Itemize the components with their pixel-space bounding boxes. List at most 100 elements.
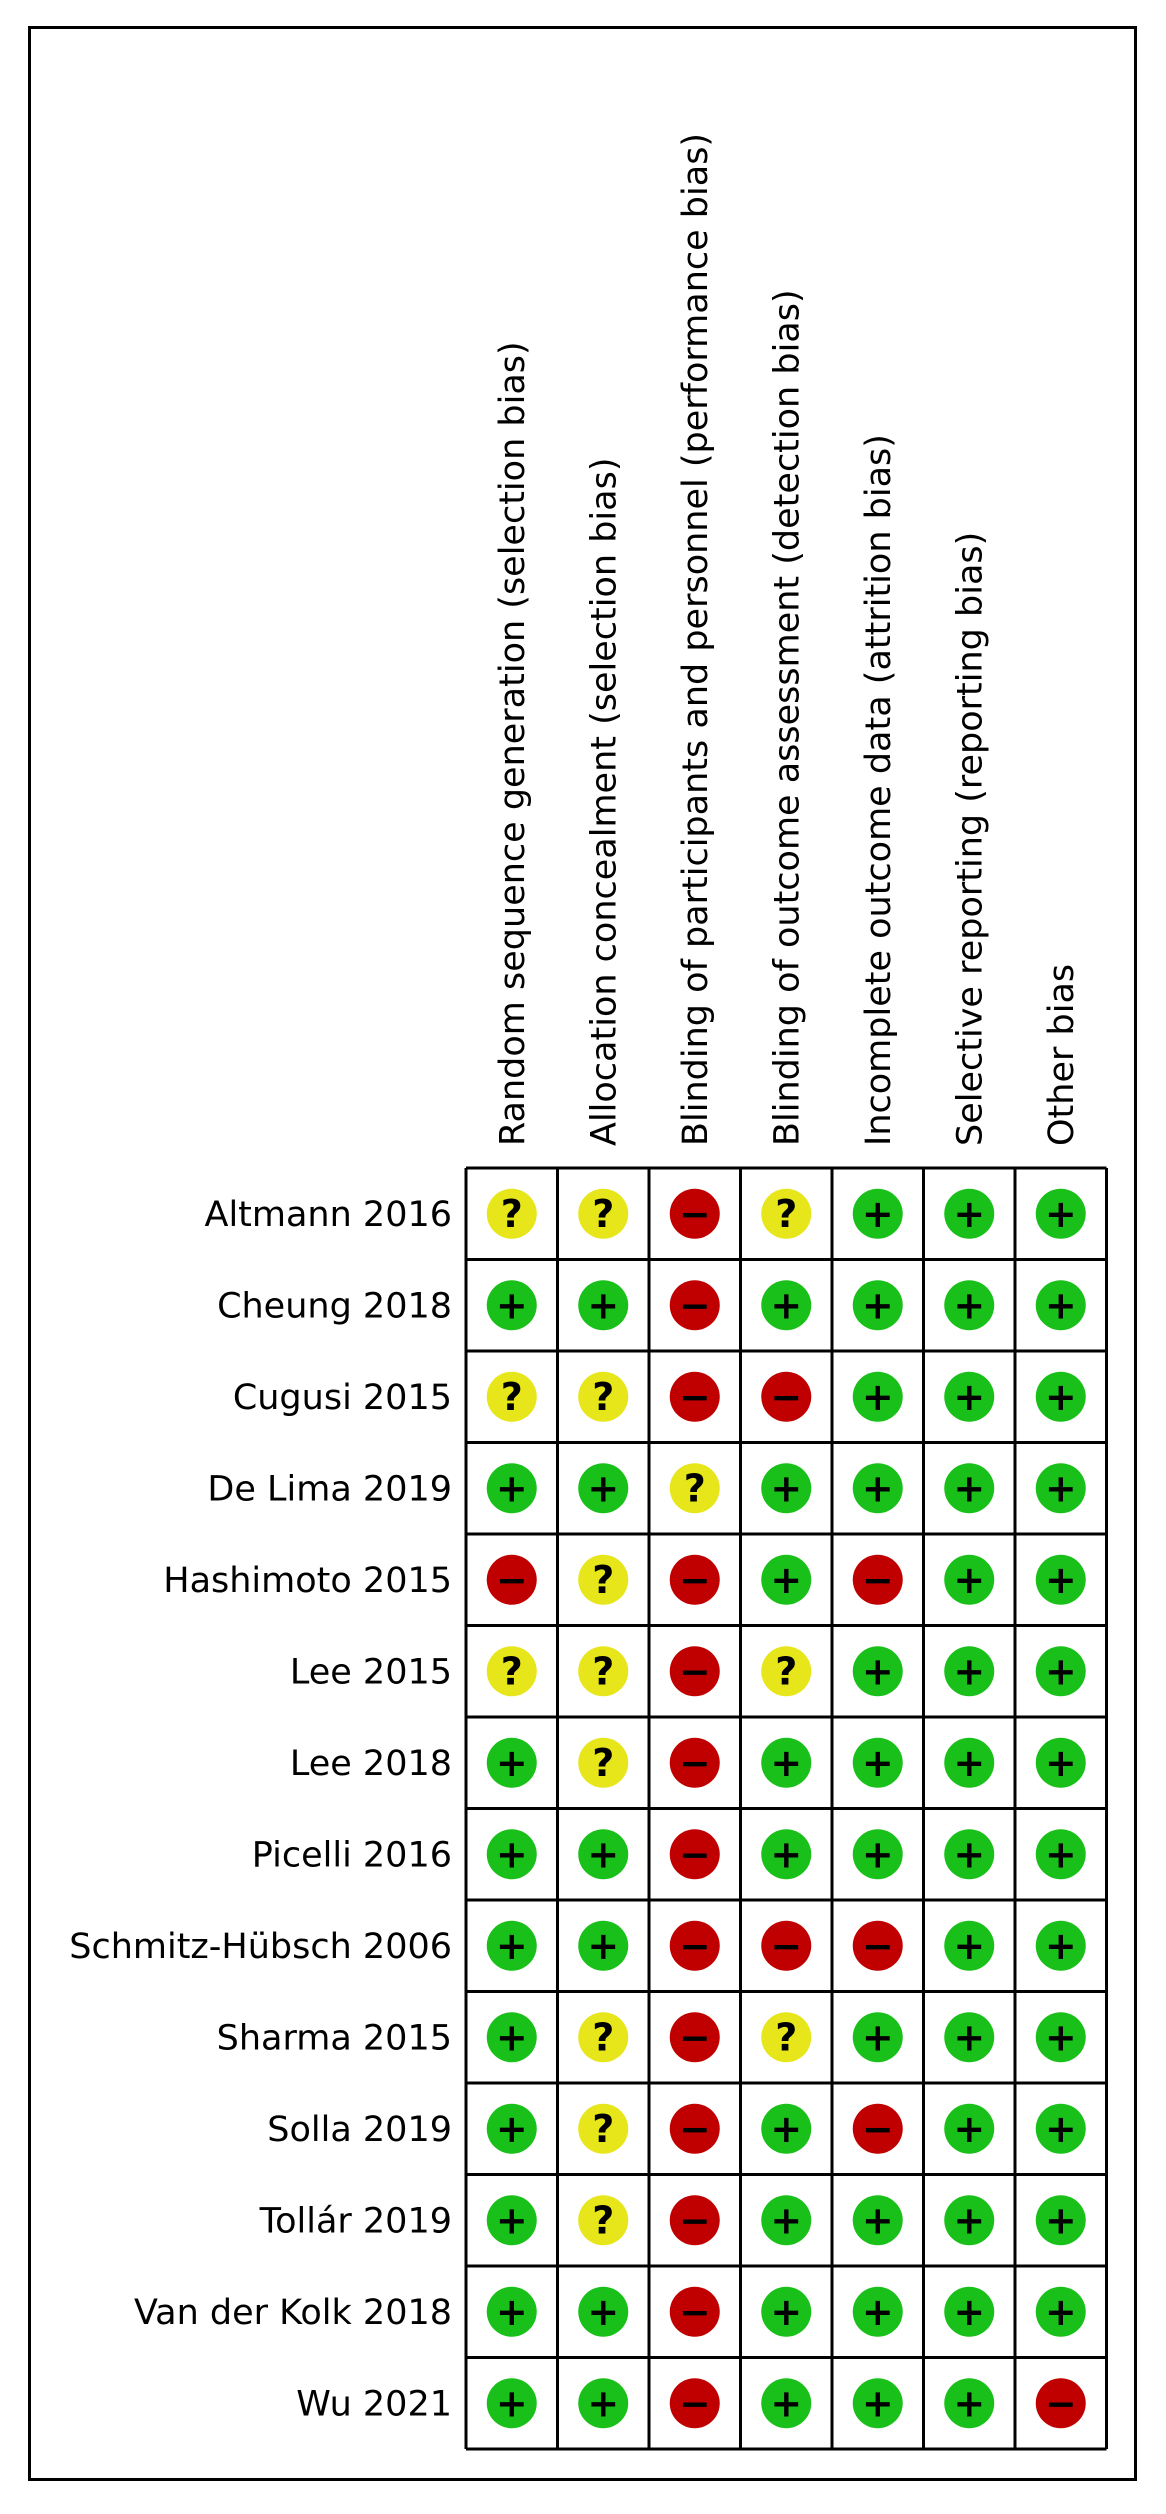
low-risk-mark [852, 2012, 903, 2063]
rating-symbol: − [496, 1558, 528, 1602]
rating-symbol: + [496, 1466, 528, 1510]
rating-symbol: + [1045, 1466, 1077, 1510]
study-label: Wu 2021 [296, 2384, 452, 2424]
low-risk-mark [486, 1829, 537, 1880]
rating-symbol: − [679, 1283, 711, 1327]
low-risk-mark [486, 1920, 537, 1971]
study-label: Altmann 2016 [205, 1195, 453, 1235]
high-risk-mark [761, 1371, 812, 1422]
high-risk-mark [761, 1920, 812, 1971]
low-risk-mark [1035, 1920, 1086, 1971]
low-risk-mark [486, 2103, 537, 2154]
rating-symbol: + [953, 1283, 985, 1327]
rating-symbol: + [862, 1741, 894, 1785]
rating-symbol: − [770, 1924, 802, 1968]
column-header: Blinding of outcome assessment (detectio… [767, 289, 807, 1146]
low-risk-mark [486, 2378, 537, 2429]
rating-symbol: + [1045, 2198, 1077, 2242]
low-risk-mark [486, 2286, 537, 2337]
column-header: Incomplete outcome data (attrition bias) [859, 434, 899, 1146]
figure-frame [28, 26, 1137, 2481]
rating-symbol: + [1045, 1283, 1077, 1327]
rating-symbol: ? [592, 1375, 614, 1419]
low-risk-mark [761, 1829, 812, 1880]
rating-symbol: − [679, 1375, 711, 1419]
unclear-risk-mark [761, 1646, 812, 1697]
unclear-risk-mark [578, 1371, 629, 1422]
column-header: Other bias [1042, 964, 1082, 1146]
rating-symbol: + [1045, 1741, 1077, 1785]
rating-symbol: + [496, 1283, 528, 1327]
low-risk-mark [944, 2195, 995, 2246]
rating-symbol: ? [501, 1375, 523, 1419]
high-risk-mark [669, 1920, 720, 1971]
rating-symbol: + [862, 1283, 894, 1327]
low-risk-mark [578, 2286, 629, 2337]
rating-symbol: + [862, 2198, 894, 2242]
low-risk-mark [944, 1920, 995, 1971]
unclear-risk-mark [669, 1463, 720, 1514]
rating-symbol: − [679, 1192, 711, 1236]
unclear-risk-mark [578, 2103, 629, 2154]
study-label: Sharma 2015 [217, 2018, 452, 2058]
column-header: Allocation concealment (selection bias) [584, 458, 624, 1146]
low-risk-mark [944, 1463, 995, 1514]
low-risk-mark [944, 2286, 995, 2337]
low-risk-mark [486, 2012, 537, 2063]
rating-symbol: + [953, 1832, 985, 1876]
study-label: Cheung 2018 [217, 1286, 452, 1326]
low-risk-mark [761, 2195, 812, 2246]
low-risk-mark [1035, 1554, 1086, 1605]
high-risk-mark [1035, 2378, 1086, 2429]
unclear-risk-mark [761, 1188, 812, 1239]
rating-symbol: ? [775, 1192, 797, 1236]
rating-symbol: + [953, 2107, 985, 2151]
column-header: Random sequence generation (selection bi… [493, 341, 533, 1146]
rating-symbol: + [953, 1192, 985, 1236]
rating-symbol: + [862, 1649, 894, 1693]
rating-symbol: − [862, 1558, 894, 1602]
low-risk-mark [761, 1554, 812, 1605]
rating-symbol: ? [592, 1192, 614, 1236]
rating-symbol: − [862, 2107, 894, 2151]
rating-symbol: + [953, 1375, 985, 1419]
low-risk-mark [761, 2103, 812, 2154]
rating-symbol: + [770, 2107, 802, 2151]
rating-symbol: ? [775, 2015, 797, 2059]
rating-symbol: + [496, 2381, 528, 2425]
rating-symbol: ? [592, 1741, 614, 1785]
rating-symbol: + [862, 1832, 894, 1876]
rating-symbol: − [679, 1558, 711, 1602]
unclear-risk-mark [578, 1554, 629, 1605]
rating-symbol: ? [501, 1649, 523, 1693]
rating-symbol: + [862, 1192, 894, 1236]
study-label: Tollár 2019 [259, 2201, 452, 2241]
rating-symbol: + [770, 1558, 802, 1602]
low-risk-mark [1035, 1280, 1086, 1331]
rating-symbol: + [496, 1924, 528, 1968]
rating-symbol: + [862, 2381, 894, 2425]
high-risk-mark [852, 1920, 903, 1971]
rating-symbol: + [1045, 2290, 1077, 2334]
study-label: Picelli 2016 [252, 1835, 452, 1875]
rating-symbol: + [1045, 1924, 1077, 1968]
rating-symbol: + [770, 2198, 802, 2242]
rating-symbol: + [496, 2290, 528, 2334]
rating-symbol: ? [592, 1558, 614, 1602]
low-risk-mark [578, 1920, 629, 1971]
low-risk-mark [486, 1463, 537, 1514]
low-risk-mark [944, 1737, 995, 1788]
high-risk-mark [669, 1554, 720, 1605]
low-risk-mark [761, 2378, 812, 2429]
low-risk-mark [944, 2012, 995, 2063]
rating-symbol: + [1045, 1649, 1077, 1693]
low-risk-mark [1035, 1188, 1086, 1239]
column-header: Blinding of participants and personnel (… [676, 133, 716, 1146]
unclear-risk-mark [486, 1646, 537, 1697]
rating-symbol: ? [775, 1649, 797, 1693]
study-label: Solla 2019 [267, 2110, 452, 2150]
low-risk-mark [761, 1280, 812, 1331]
rating-symbol: + [953, 1466, 985, 1510]
unclear-risk-mark [578, 1737, 629, 1788]
